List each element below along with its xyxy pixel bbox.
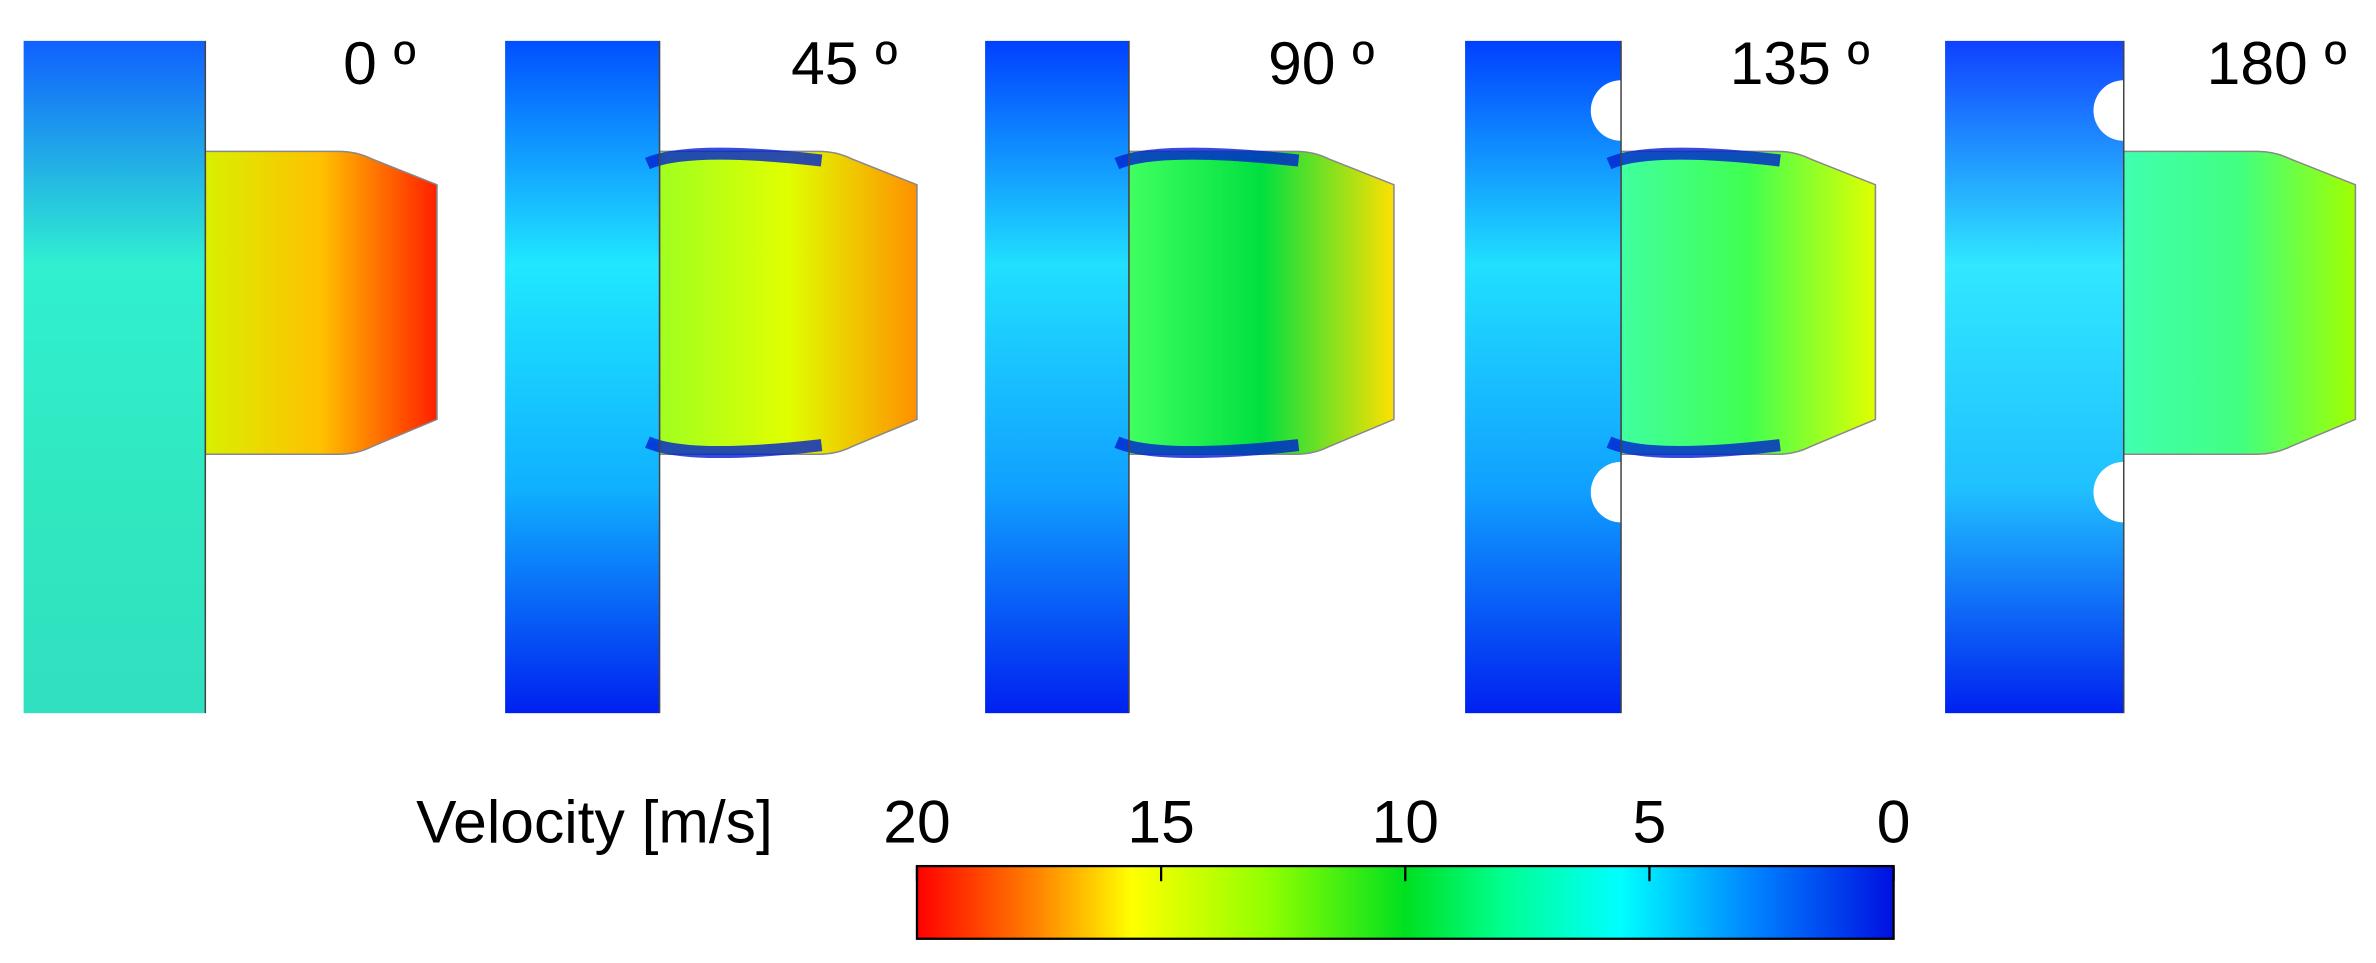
panel-label: 45 º [791,29,897,97]
colorbar-tick-label: 20 [883,788,950,856]
outlet-duct [204,150,438,456]
colorbar-tick-label: 5 [1633,788,1667,856]
flow-panel: 90 º [985,29,1395,714]
inlet-column [985,40,1129,714]
flow-panel: 45 º [505,29,918,714]
flow-panel: 0 º [23,29,438,714]
inlet-column [1945,40,2124,714]
outlet-duct [1620,150,1877,456]
flow-panel: 180 º [1945,29,2357,714]
inlet-column [1465,40,1622,714]
inlet-column [23,40,206,714]
panel-label: 135 º [1730,29,1870,97]
colorbar-title: Velocity [m/s] [416,788,773,856]
colorbar-tick-label: 0 [1877,788,1911,856]
colorbar-tick-label: 10 [1372,788,1439,856]
panel-label: 90 º [1268,29,1374,97]
colorbar-tick-label: 15 [1127,788,1194,856]
panel-label: 180 º [2207,29,2347,97]
inlet-column [505,40,660,714]
outlet-duct [658,150,918,456]
panel-label: 0 º [343,29,416,97]
outlet-duct [2122,150,2357,456]
outlet-duct [1128,150,1395,456]
flow-panel: 135 º [1465,29,1877,714]
